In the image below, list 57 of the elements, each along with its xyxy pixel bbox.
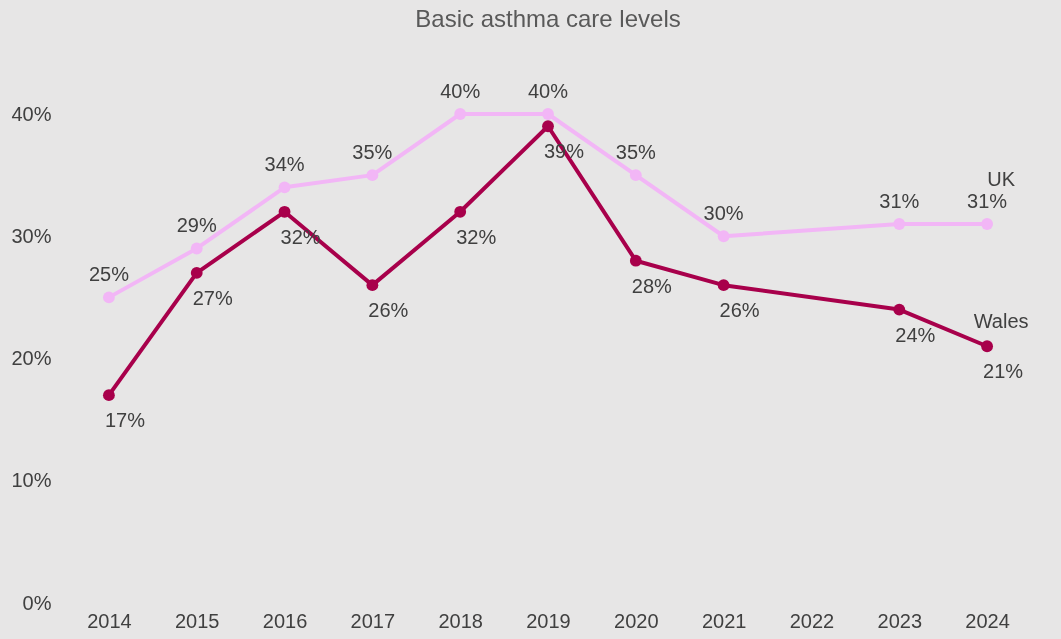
point [981, 340, 994, 353]
point [717, 279, 730, 292]
point [190, 242, 203, 255]
series-label: Wales [973, 310, 1029, 333]
data-label: 17% [104, 409, 146, 432]
point [542, 108, 554, 120]
data-label: 26% [719, 299, 760, 322]
data-label: 40% [527, 80, 569, 102]
x-tick-label: 2018 [438, 609, 483, 632]
chart-title: Basic asthma care levels [415, 5, 681, 32]
data-label: 31% [967, 190, 1008, 213]
y-tick-label: 0% [22, 591, 52, 614]
data-label: 34% [264, 153, 305, 176]
y-tick-label: 40% [11, 102, 52, 125]
x-tick-label: 2023 [877, 609, 923, 632]
data-label: 30% [703, 202, 744, 225]
data-label: 31% [879, 190, 920, 213]
point [102, 291, 115, 304]
point [981, 218, 994, 230]
point [629, 254, 642, 267]
x-tick-label: 2014 [87, 609, 132, 632]
data-label: 28% [631, 274, 673, 297]
point [893, 303, 906, 316]
x-tick-label: 2016 [262, 609, 308, 632]
point [454, 108, 467, 120]
x-tick-label: 2015 [174, 609, 220, 632]
point [366, 169, 379, 182]
data-label: 27% [192, 286, 233, 309]
data-label: 32% [456, 225, 497, 248]
point [102, 389, 115, 402]
x-tick-label: 2017 [350, 609, 396, 632]
x-tick-label: 2019 [526, 609, 571, 632]
data-label: 25% [88, 263, 130, 286]
y-tick-label: 10% [11, 469, 52, 492]
point [366, 279, 379, 292]
x-tick-label: 2020 [614, 609, 659, 632]
data-label: 35% [615, 141, 657, 164]
point [542, 120, 554, 133]
series-label: UK [987, 168, 1016, 191]
point [717, 230, 730, 243]
data-label: 40% [440, 80, 481, 102]
point [190, 267, 203, 279]
x-tick-label: 2021 [701, 609, 747, 632]
point [893, 218, 906, 230]
y-tick-label: 20% [11, 347, 52, 369]
data-label: 21% [983, 360, 1024, 383]
point [278, 181, 291, 194]
data-label: 24% [895, 323, 936, 346]
point [454, 205, 467, 218]
point [629, 169, 642, 182]
data-label: 35% [352, 141, 393, 164]
data-label: 29% [176, 214, 217, 237]
data-label: 26% [368, 299, 409, 322]
y-tick-label: 30% [11, 224, 52, 247]
x-tick-label: 2022 [789, 609, 835, 632]
point [278, 205, 291, 218]
x-tick-label: 2024 [965, 609, 1010, 632]
